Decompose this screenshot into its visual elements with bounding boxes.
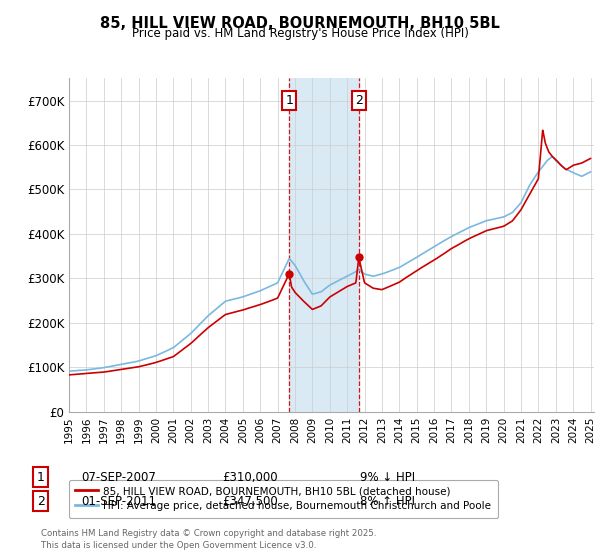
Text: £310,000: £310,000 (222, 470, 278, 484)
Text: 07-SEP-2007: 07-SEP-2007 (81, 470, 156, 484)
Text: 9% ↓ HPI: 9% ↓ HPI (360, 470, 415, 484)
Text: 2: 2 (37, 494, 45, 508)
Text: 85, HILL VIEW ROAD, BOURNEMOUTH, BH10 5BL: 85, HILL VIEW ROAD, BOURNEMOUTH, BH10 5B… (100, 16, 500, 31)
Text: Contains HM Land Registry data © Crown copyright and database right 2025.
This d: Contains HM Land Registry data © Crown c… (41, 529, 376, 550)
Legend: 85, HILL VIEW ROAD, BOURNEMOUTH, BH10 5BL (detached house), HPI: Average price, : 85, HILL VIEW ROAD, BOURNEMOUTH, BH10 5B… (69, 480, 497, 517)
Text: Price paid vs. HM Land Registry's House Price Index (HPI): Price paid vs. HM Land Registry's House … (131, 27, 469, 40)
Bar (289, 78, 359, 412)
Text: 2: 2 (355, 94, 363, 107)
Text: 8% ↑ HPI: 8% ↑ HPI (360, 494, 415, 508)
Text: 1: 1 (286, 94, 293, 107)
Text: 01-SEP-2011: 01-SEP-2011 (81, 494, 156, 508)
Text: £347,500: £347,500 (222, 494, 278, 508)
Text: 1: 1 (37, 470, 45, 484)
